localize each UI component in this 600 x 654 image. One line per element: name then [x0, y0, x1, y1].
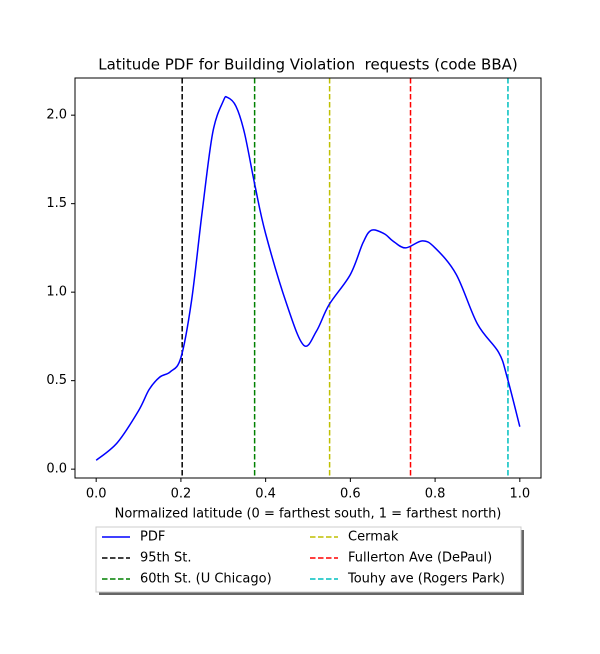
legend-label: Cermak — [348, 530, 399, 545]
y-tick-label: 0.5 — [46, 373, 67, 388]
y-tick-label: 1.5 — [46, 196, 67, 211]
legend-label: 60th St. (U Chicago) — [140, 572, 272, 587]
x-tick-label: 1.0 — [509, 487, 530, 502]
x-tick-label: 0.4 — [255, 487, 276, 502]
x-axis-label: Normalized latitude (0 = farthest south,… — [115, 507, 502, 522]
x-tick-label: 0.6 — [340, 487, 361, 502]
pdf-line — [95, 95, 521, 461]
x-tick-label: 0.8 — [425, 487, 446, 502]
legend-label: PDF — [140, 530, 165, 545]
legend-label: Touhy ave (Rogers Park) — [347, 572, 505, 587]
y-tick-label: 0.0 — [46, 462, 67, 477]
chart-title: Latitude PDF for Building Violation requ… — [98, 56, 518, 74]
x-tick-label: 0.2 — [171, 487, 192, 502]
y-tick-label: 2.0 — [46, 108, 67, 123]
legend-label: 95th St. — [140, 551, 192, 566]
legend-label: Fullerton Ave (DePaul) — [348, 551, 492, 566]
legend: PDF 95th St. 60th St. (U Chicago) Cermak Ful… — [95, 526, 524, 595]
y-tick-label: 1.0 — [46, 285, 67, 300]
x-tick-label: 0.0 — [86, 487, 107, 502]
legend-box — [95, 526, 522, 593]
plot-frame — [74, 77, 542, 479]
